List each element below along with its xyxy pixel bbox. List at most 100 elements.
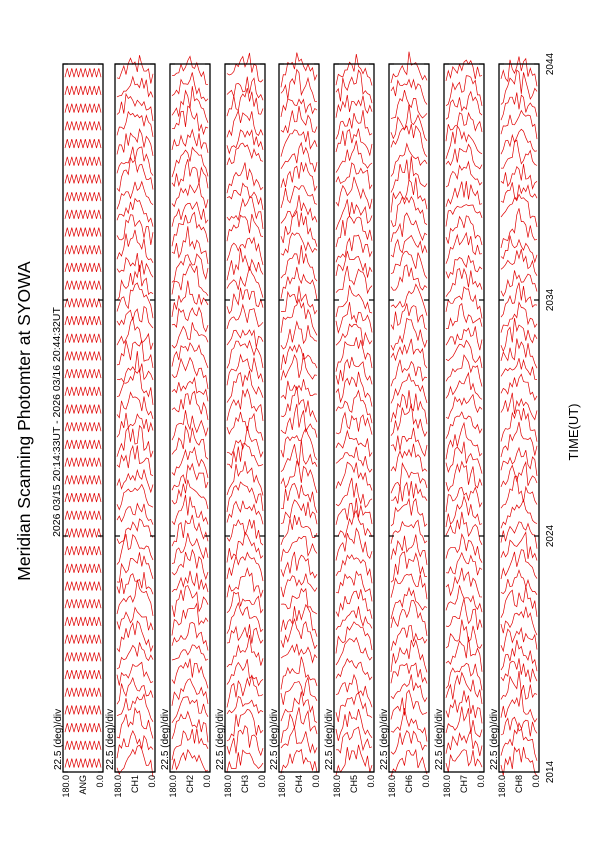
trace-ch8-27 bbox=[500, 270, 538, 297]
y-tick-max: 180.0 bbox=[113, 775, 123, 798]
trace-ch1-27 bbox=[116, 264, 154, 301]
trace-ch1-39 bbox=[116, 55, 154, 84]
trace-ch4-12 bbox=[280, 536, 318, 562]
y-tick-min: 0.0 bbox=[147, 775, 157, 788]
trace-ch5-18 bbox=[335, 429, 373, 458]
trace-ch2-30 bbox=[171, 211, 209, 247]
panel-ch5: 180.0 0.0 CH5 22.5 (deg)/div bbox=[324, 54, 376, 798]
trace-ch5-23 bbox=[335, 337, 373, 372]
panel-frame bbox=[388, 63, 430, 773]
trace-ch8-20 bbox=[500, 392, 538, 421]
trace-ch8-38 bbox=[500, 69, 538, 105]
trace-ch3-31 bbox=[226, 196, 264, 230]
trace-ch4-21 bbox=[280, 379, 318, 400]
trace-ch2-35 bbox=[171, 128, 209, 153]
channel-label: CH4 bbox=[294, 775, 304, 793]
y-tick-min: 0.0 bbox=[366, 775, 376, 788]
scale-label: 22.5 (deg)/div bbox=[489, 709, 500, 770]
trace-ch3-3 bbox=[226, 695, 264, 715]
trace-ang-30 bbox=[64, 227, 102, 237]
trace-ch4-20 bbox=[280, 386, 318, 423]
trace-ch6-25 bbox=[390, 303, 428, 331]
trace-ch4-31 bbox=[280, 194, 318, 224]
trace-ch1-17 bbox=[116, 444, 154, 477]
trace-ch6-27 bbox=[390, 264, 428, 291]
scale-label: 22.5 (deg)/div bbox=[160, 709, 171, 770]
trace-ch3-13 bbox=[226, 519, 264, 546]
trace-ch1-2 bbox=[116, 706, 154, 739]
trace-ang-18 bbox=[64, 439, 102, 449]
trace-ch3-25 bbox=[226, 303, 264, 329]
trace-ch8-19 bbox=[500, 408, 538, 442]
trace-ch1-26 bbox=[116, 282, 154, 319]
trace-ch4-27 bbox=[280, 266, 318, 300]
trace-ch4-30 bbox=[280, 209, 318, 247]
scale-label: 22.5 (deg)/div bbox=[269, 709, 280, 770]
trace-ch6-29 bbox=[390, 234, 428, 258]
trace-ch5-27 bbox=[335, 265, 373, 295]
trace-ch1-33 bbox=[116, 156, 154, 193]
trace-ch4-4 bbox=[280, 676, 318, 705]
trace-ch3-27 bbox=[226, 265, 264, 298]
trace-ch2-7 bbox=[171, 622, 209, 651]
trace-ang-31 bbox=[64, 209, 102, 219]
trace-ch1-29 bbox=[116, 229, 154, 264]
trace-ch8-16 bbox=[500, 460, 538, 488]
trace-ch5-38 bbox=[335, 69, 373, 104]
trace-ch4-37 bbox=[280, 98, 318, 117]
trace-ch7-21 bbox=[445, 371, 483, 400]
trace-ch4-34 bbox=[280, 141, 318, 173]
trace-ch3-22 bbox=[226, 353, 264, 386]
panel-frame bbox=[114, 63, 156, 773]
trace-ch3-36 bbox=[226, 109, 264, 138]
y-tick-min: 0.0 bbox=[311, 775, 321, 788]
trace-ch2-34 bbox=[171, 146, 209, 178]
y-tick-min: 0.0 bbox=[421, 775, 431, 788]
trace-ch6-12 bbox=[390, 534, 428, 565]
trace-ch3-5 bbox=[226, 659, 264, 687]
trace-ch3-28 bbox=[226, 248, 264, 281]
trace-ch8-31 bbox=[500, 193, 538, 228]
trace-ch8-2 bbox=[500, 716, 538, 737]
trace-ch6-15 bbox=[391, 480, 428, 504]
panel-ch4: 180.0 0.0 CH4 22.5 (deg)/div bbox=[269, 52, 321, 798]
trace-ch1-25 bbox=[116, 305, 154, 329]
y-tick-min: 0.0 bbox=[476, 775, 486, 788]
trace-ch4-7 bbox=[280, 617, 318, 650]
trace-ch3-1 bbox=[226, 725, 264, 757]
trace-ch5-29 bbox=[335, 234, 373, 263]
trace-ch1-3 bbox=[116, 693, 154, 722]
trace-ch3-30 bbox=[226, 213, 264, 242]
y-tick-max: 180.0 bbox=[442, 775, 452, 798]
channel-label: CH5 bbox=[349, 775, 359, 793]
trace-ch3-10 bbox=[226, 567, 264, 599]
trace-ch3-33 bbox=[226, 162, 264, 194]
trace-ch2-9 bbox=[171, 585, 209, 617]
y-tick-max: 180.0 bbox=[497, 775, 507, 798]
trace-ch6-19 bbox=[390, 403, 428, 438]
trace-ch1-22 bbox=[116, 351, 154, 383]
trace-ch4-2 bbox=[280, 707, 318, 744]
channel-label: ANG bbox=[78, 775, 88, 795]
panel-frame bbox=[224, 63, 266, 773]
trace-ch1-28 bbox=[116, 253, 154, 278]
trace-ch7-39 bbox=[445, 59, 483, 81]
trace-ch5-25 bbox=[335, 301, 373, 334]
trace-ang-15 bbox=[64, 493, 102, 503]
trace-ch5-28 bbox=[335, 250, 373, 278]
trace-ch3-11 bbox=[226, 551, 264, 582]
trace-ch5-34 bbox=[335, 140, 373, 173]
trace-ch6-32 bbox=[390, 177, 428, 213]
trace-ch4-17 bbox=[280, 439, 318, 472]
trace-ch5-8 bbox=[335, 606, 373, 630]
trace-ch3-39 bbox=[226, 52, 264, 83]
trace-ch8-0 bbox=[500, 746, 538, 777]
panel-ch1: 180.0 0.0 CH1 22.5 (deg)/div bbox=[105, 55, 157, 798]
channel-label: CH6 bbox=[404, 775, 414, 793]
trace-ang-27 bbox=[64, 280, 102, 290]
trace-ch2-17 bbox=[171, 446, 209, 479]
trace-ch5-10 bbox=[335, 570, 373, 602]
trace-ch5-35 bbox=[335, 128, 373, 157]
trace-ch3-35 bbox=[226, 128, 264, 155]
